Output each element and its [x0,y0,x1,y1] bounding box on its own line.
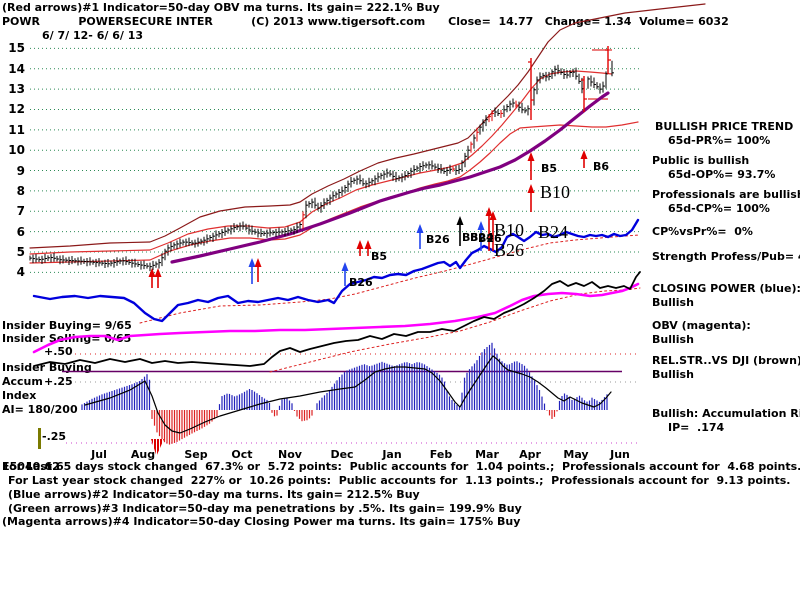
ai-title-line3: Index [2,389,37,402]
y-axis-price-label: 4 [16,265,25,280]
blue-buy-arrow-head [416,224,424,233]
ip-value: IP= .174 [668,421,725,434]
y-axis-price-label: 13 [8,82,25,97]
x-axis-month-label: Feb [429,448,453,461]
red-buy-arrow-head [485,207,493,216]
x-axis-month-label: Jan [382,448,402,461]
closing-power-ma-dotted [139,234,641,324]
x-axis-month-label: Jul [91,448,107,461]
price-trend-title: BULLISH PRICE TREND [655,120,794,133]
y-axis-price-label: 14 [8,61,25,76]
buy-signal-label: B5 [371,250,388,263]
buy-signal-label: B26 [494,240,525,260]
buy-signal-label: B24 [538,222,569,242]
x-axis-month-label: Sep [184,448,208,461]
footer-year-summary: For Last year stock changed 227% or 10.2… [8,474,791,487]
indicator-1-legend: (Red arrows)#1 Indicator=50-day OBV ma t… [2,1,440,14]
x-axis-month-label: Jun [610,448,630,461]
red-buy-arrow-head [154,268,162,277]
y-axis-price-label: 15 [8,41,25,56]
red-buy-arrow-head [489,211,497,220]
pr-value: 65d-PR%= 100% [668,134,771,147]
indicator-3-legend: (Green arrows)#3 Indicator=50-day ma pen… [8,502,522,515]
x-axis-month-label: May [563,448,589,461]
y-axis-price-label: 12 [8,102,25,117]
ai-value-label: AI= 180/200 [2,403,78,416]
buy-signal-label: B6 [593,160,610,173]
upper-band-red [29,70,613,255]
relstr-state: Bullish [652,368,694,381]
red-buy-arrow-head [356,240,364,249]
x-axis-month-label: Oct [231,448,253,461]
red-buy-arrow-head [364,240,372,249]
x-axis-month-label: Nov [278,448,302,461]
x-axis-month-label: Dec [330,448,354,461]
y-axis-price-label: 8 [16,183,25,198]
professionals-state: Professionals are bullish [652,188,800,201]
x-axis-month-label: Mar [475,448,499,461]
y-axis-price-label: 10 [8,143,25,158]
strength-ratio: Strength Profess/Pub= 4.5 [652,250,800,263]
buy-signal-label: B10 [540,182,571,202]
ai-plus50-label: +.50 [44,345,73,358]
cp-vs-pr: CP%vsPr%= 0% [652,225,753,238]
period-start-tick [38,428,41,449]
red-buy-arrow-head [254,258,262,267]
ai-signal-line [84,355,612,434]
ai-title-line1: Insider Buying [2,361,92,374]
y-axis-price-label: 5 [16,245,25,259]
blue-buy-arrow-head [341,262,349,271]
blue-buy-arrow-head [477,221,485,230]
op-value: 65d-OP%= 93.7% [668,168,776,181]
buy-signal-label: B10 [494,220,525,240]
ai-title-line2: Accum [2,375,43,388]
ai-plus25-label: +.25 [44,375,73,388]
indicator-4-legend: (Magenta arrows)#4 Indicator=50-day Clos… [2,515,521,528]
public-state: Public is bullish [652,154,750,167]
insider-buying-label: Insider Buying= 9/65 [2,319,132,332]
relstr-title: REL.STR..VS DJI (brown): [652,354,800,367]
obv-state: Bullish [652,333,694,346]
insider-selling-label: Insider Selling= 0/65 [2,332,132,345]
cp-value: 65d-CP%= 100% [668,202,770,215]
black-buy-arrow-head [456,216,464,225]
y-axis-price-label: 9 [16,163,25,178]
buy-signal-label: B5 [541,162,558,175]
closing-power-title: CLOSING POWER (blue): [652,282,800,295]
blue-buy-arrow-head [248,258,256,267]
red-buy-arrow-head [527,184,535,193]
footer-65day-summary: For Last 65 days stock changed 67.3% or … [2,460,800,473]
red-buy-arrow-head [527,152,535,161]
closing-power-state: Bullish [652,296,694,309]
indicator-2-legend: (Blue arrows)#2 Indicator=50-day ma turn… [8,488,420,501]
obv-title: OBV (magenta): [652,319,751,332]
ai-minus25-label: -.25 [42,430,67,443]
y-axis-price-label: 7 [16,204,25,219]
date-range: 6/ 7/ 12- 6/ 6/ 13 [42,29,144,42]
y-axis-price-label: 11 [8,122,25,137]
dji-value: 15040.62 [2,460,60,473]
red-buy-arrow-head [148,268,156,277]
buy-signal-label: B26 [426,233,450,246]
x-axis-month-label: Aug [130,448,156,461]
x-axis-month-label: Apr [519,448,541,461]
red-buy-arrow-head [580,150,588,159]
buy-signal-label: B26 [349,276,373,289]
accumulation-state: Bullish: Accumulation Risi [652,407,800,420]
ticker-title-line: POWR POWERSECURE INTER (C) 2013 www.tige… [2,15,729,28]
y-axis-price-label: 6 [16,224,25,239]
relstr-ma-dotted [269,287,641,373]
